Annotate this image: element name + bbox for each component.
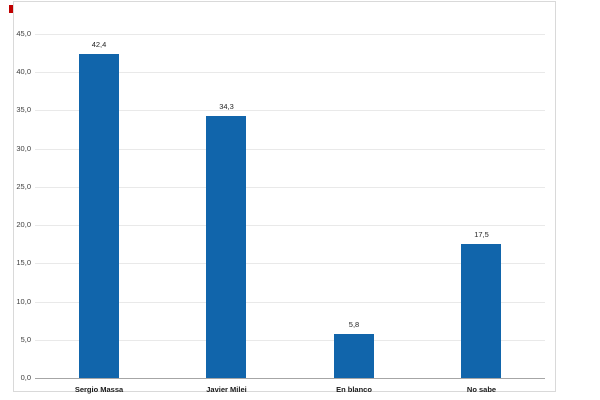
gridline bbox=[35, 225, 545, 227]
y-axis-tick-label: 5,0 bbox=[20, 334, 31, 344]
gridline bbox=[35, 339, 545, 341]
y-axis-tick-label: 30,0 bbox=[16, 143, 31, 153]
y-axis-tick-label: 20,0 bbox=[16, 220, 31, 230]
bar-javier-milei bbox=[206, 115, 247, 378]
bar-value-label: 42,4 bbox=[91, 39, 107, 49]
gridline bbox=[35, 186, 545, 188]
category-label: Javier Milei bbox=[206, 385, 247, 394]
bar-sergio-massa bbox=[78, 53, 119, 378]
bar-en-blanco bbox=[333, 333, 374, 378]
category-label: Sergio Massa bbox=[74, 385, 124, 394]
y-axis-tick-label: 15,0 bbox=[16, 258, 31, 268]
y-axis-tick-label: 45,0 bbox=[16, 29, 31, 38]
y-axis-tick-label: 10,0 bbox=[16, 296, 31, 306]
x-axis-line bbox=[35, 378, 545, 379]
bar-value-label: 17,5 bbox=[474, 230, 489, 240]
category-label: No sabe bbox=[466, 385, 497, 394]
gridline bbox=[35, 34, 545, 35]
gridline bbox=[35, 301, 545, 303]
y-axis-tick-label: 40,0 bbox=[16, 67, 31, 77]
gridline bbox=[35, 148, 545, 150]
chart-frame: 45,0 40,0 35,0 30,0 25,0 20,0 15,0 10,0 5,0 0,0 42… bbox=[13, 1, 556, 394]
y-axis-tick-label: 0,0 bbox=[20, 373, 31, 382]
y-axis-tick-label: 35,0 bbox=[16, 105, 31, 115]
bar-value-label: 5,8 bbox=[348, 319, 360, 329]
bar-chart-plot-area: 45,0 40,0 35,0 30,0 25,0 20,0 15,0 10,0 5,0 0,0 42… bbox=[16, 29, 545, 394]
bar-value-label: 34,3 bbox=[219, 101, 234, 111]
bar-no-sabe bbox=[461, 244, 502, 378]
gridline bbox=[35, 110, 545, 112]
gridline bbox=[35, 72, 545, 74]
category-label: En blanco bbox=[336, 385, 372, 394]
y-axis-tick-label: 25,0 bbox=[16, 181, 31, 191]
gridline bbox=[35, 263, 545, 265]
